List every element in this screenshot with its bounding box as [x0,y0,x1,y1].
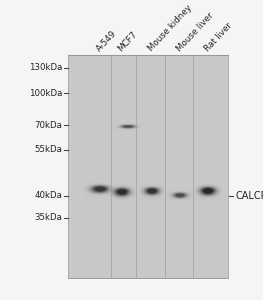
Bar [68,55,228,278]
Text: 40kDa: 40kDa [34,191,62,200]
Text: 70kDa: 70kDa [34,121,62,130]
Text: 55kDa: 55kDa [34,146,62,154]
Text: Mouse kidney: Mouse kidney [146,3,194,53]
Text: A-549: A-549 [94,28,118,53]
Text: 100kDa: 100kDa [29,88,62,98]
Text: Rat liver: Rat liver [203,21,234,53]
Text: Mouse liver: Mouse liver [174,11,215,53]
Text: 130kDa: 130kDa [29,64,62,73]
Text: CALCRL: CALCRL [236,191,263,201]
Text: 35kDa: 35kDa [34,214,62,223]
Text: MCF7: MCF7 [117,29,139,53]
